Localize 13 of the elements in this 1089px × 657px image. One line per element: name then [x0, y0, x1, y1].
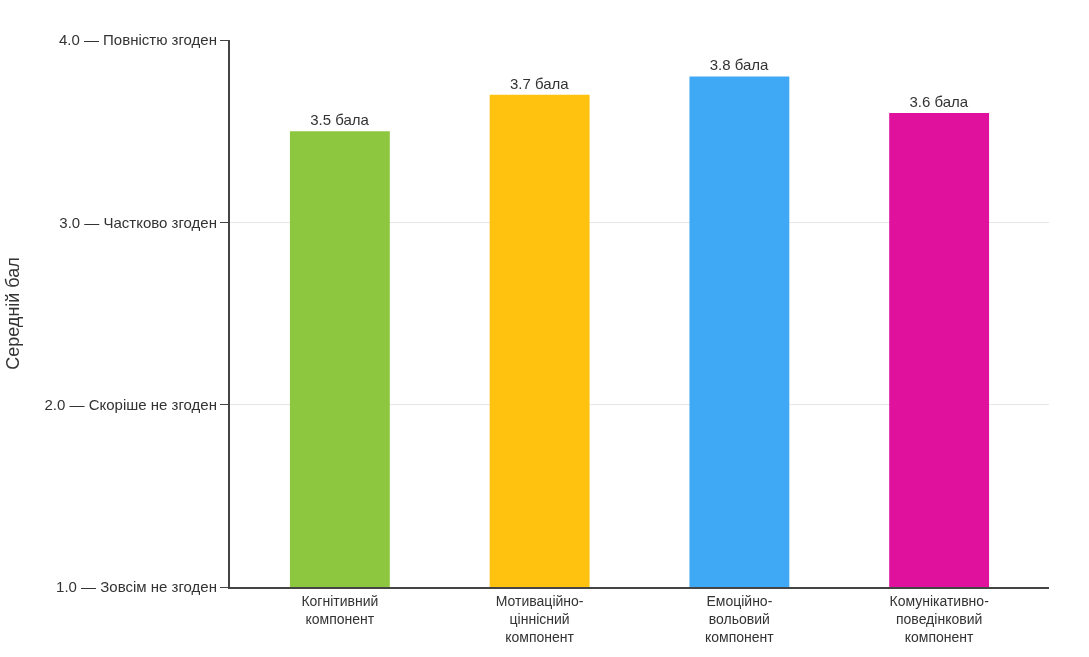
data-label: 3.8 бала [709, 56, 770, 74]
x-tick-label: Когнітивний компонент [301, 592, 379, 627]
y-tick-label: 3.0 — Частково згоден [59, 213, 217, 231]
data-label: 3.5 бала [310, 111, 370, 129]
data-label: 3.7 бала [509, 74, 570, 92]
x-tick-label: Комунікативно- поведінковий компонент [889, 592, 990, 646]
y-tick-label: 4.0 — Повністю згоден [58, 31, 217, 49]
x-tick-label: Мотиваційно- ціннісний компонент [495, 592, 584, 646]
x-tick-label: Емоційно- вольовий компонент [705, 592, 775, 646]
y-tick-label: 1.0 — Зовсім не згоден [56, 578, 217, 596]
y-tick-label: 2.0 — Скоріше не згоден [44, 395, 217, 413]
y-axis-title: Середній бал [3, 257, 24, 370]
data-label: 3.6 бала [909, 92, 969, 110]
